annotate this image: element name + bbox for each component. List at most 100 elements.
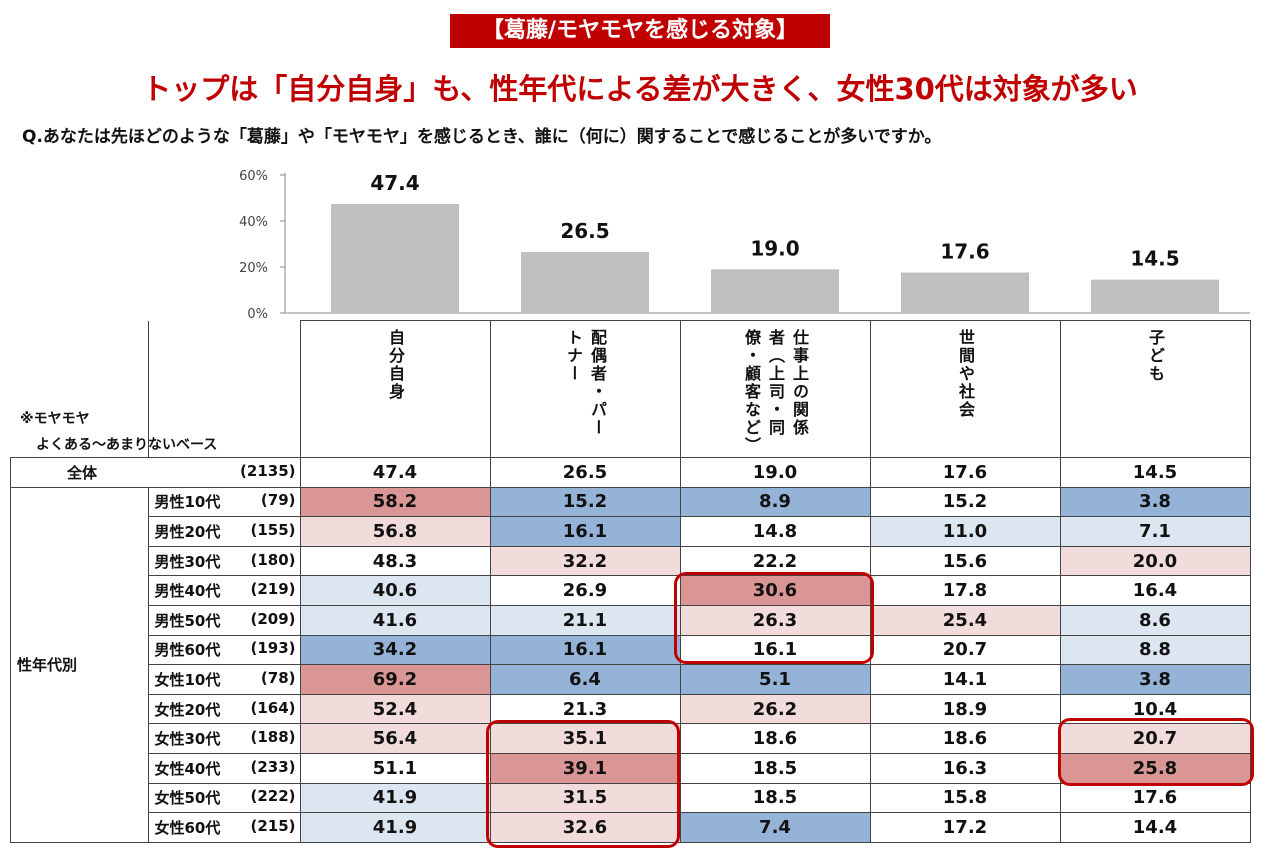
value-cell: 17.6 [869, 457, 1061, 488]
row-label: 女性60代 [154, 818, 221, 837]
value-cell: 56.8 [299, 516, 491, 547]
row-label: 女性40代 [154, 759, 221, 778]
highlight-box-partner-women [486, 720, 680, 848]
value-cell: 17.6 [1059, 782, 1251, 814]
total-row: 全体 (2135) 47.4 26.5 19.0 17.6 14.5 [10, 457, 1251, 488]
table-row: 女性50代 (222) 41.9 31.5 18.5 15.8 17.6 [11, 782, 1251, 814]
value-cell: 3.8 [1059, 486, 1251, 518]
value-cell: 58.2 [299, 486, 491, 518]
value-cell: 8.8 [1059, 634, 1251, 666]
value-cell: 14.5 [1059, 457, 1251, 488]
row-n: (215) [250, 816, 296, 835]
y-tick-label: 0% [247, 307, 268, 320]
row-label: 男性20代 [154, 522, 221, 541]
value-cell: 26.9 [489, 575, 681, 606]
table-row: 性年代別 男性10代 (79) 58.2 15.2 8.9 15.2 3.8 [10, 486, 1251, 843]
column-header: 自分自身 [299, 320, 491, 458]
section-badge: 【葛藤/モヤモヤを感じる対象】 [450, 14, 830, 48]
row-n: (164) [250, 698, 296, 717]
bar-value-label: 26.5 [560, 219, 609, 243]
value-cell: 11.0 [869, 516, 1061, 547]
column-header-label: 配偶者・パートナー [564, 329, 607, 437]
value-cell: 3.8 [1059, 664, 1251, 695]
value-cell: 14.1 [869, 664, 1061, 695]
y-tick-label: 60% [239, 169, 268, 184]
bar-chart: 0% 20% 40% 60% 47.4 26.5 19.0 17.6 14.5 [239, 169, 1250, 320]
row-label: 全体 [67, 463, 98, 482]
row-n: (155) [250, 520, 296, 539]
value-cell: 14.4 [1059, 812, 1251, 843]
row-n: (222) [250, 787, 296, 806]
value-cell: 16.1 [679, 634, 871, 666]
bar [711, 269, 839, 313]
bar-value-label: 47.4 [370, 171, 419, 195]
table-row: 女性30代 (188) 56.4 35.1 18.6 18.6 20.7 [11, 723, 1251, 754]
row-label: 男性10代 [154, 493, 221, 512]
value-cell: 21.1 [489, 604, 681, 636]
value-cell: 40.6 [299, 575, 491, 606]
value-cell: 41.9 [299, 782, 491, 814]
value-cell: 16.3 [869, 752, 1061, 784]
value-cell: 18.5 [679, 752, 871, 784]
row-label: 女性30代 [154, 730, 221, 749]
y-tick-label: 20% [239, 261, 268, 276]
row-n: (219) [250, 580, 296, 599]
value-cell: 16.1 [489, 634, 681, 666]
row-n: (209) [250, 609, 296, 628]
value-cell: 15.2 [869, 486, 1061, 518]
value-cell: 7.4 [679, 812, 871, 843]
column-header: 配偶者・パートナー [489, 320, 681, 458]
bar-value-label: 17.6 [940, 240, 989, 264]
row-n: (79) [260, 491, 296, 510]
table-row: 女性10代 (78) 69.2 6.4 5.1 14.1 3.8 [11, 664, 1251, 695]
value-cell: 48.3 [299, 545, 491, 577]
column-header: 仕事上の関係者（上司・同僚・顧客など） [679, 320, 871, 458]
value-cell: 34.2 [299, 634, 491, 666]
table-row: 男性40代 (219) 40.6 26.9 30.6 17.8 16.4 [11, 575, 1251, 606]
bar-value-label: 14.5 [1130, 247, 1179, 271]
value-cell: 35.1 [489, 723, 681, 754]
value-cell: 20.0 [1059, 545, 1251, 577]
value-cell: 26.3 [679, 604, 871, 636]
value-cell: 14.8 [679, 516, 871, 547]
row-label: 女性50代 [154, 789, 221, 808]
table-row: 女性60代 (215) 41.9 32.6 7.4 17.2 14.4 [11, 812, 1251, 843]
row-label: 女性10代 [154, 670, 221, 689]
value-cell: 31.5 [489, 782, 681, 814]
table-row: 男性50代 (209) 41.6 21.1 26.3 25.4 8.6 [11, 604, 1251, 636]
highlight-box-work-men [674, 572, 874, 664]
value-cell: 15.2 [489, 486, 681, 518]
y-tick-label: 40% [239, 215, 268, 230]
value-cell: 69.2 [299, 664, 491, 695]
row-n: (180) [250, 550, 296, 569]
value-cell: 19.0 [679, 457, 871, 488]
value-cell: 25.4 [869, 604, 1061, 636]
value-cell: 7.1 [1059, 516, 1251, 547]
column-header-label: 仕事上の関係者（上司・同僚・顧客など） [742, 329, 809, 455]
row-n: (193) [250, 639, 296, 658]
value-cell: 18.6 [679, 723, 871, 754]
row-label: 男性30代 [154, 552, 221, 571]
table-row: 男性20代 (155) 56.8 16.1 14.8 11.0 7.1 [11, 516, 1251, 547]
column-header: 世間や社会 [869, 320, 1061, 458]
value-cell: 32.2 [489, 545, 681, 577]
value-cell: 56.4 [299, 723, 491, 754]
value-cell: 52.4 [299, 693, 491, 725]
table-row: 男性60代 (193) 34.2 16.1 16.1 20.7 8.8 [11, 634, 1251, 666]
bar [1091, 279, 1219, 313]
table-row: 女性20代 (164) 52.4 21.3 26.2 18.9 10.4 [11, 693, 1251, 725]
value-cell: 18.6 [869, 723, 1061, 754]
column-header-label: 世間や社会 [956, 329, 975, 419]
row-n: (188) [250, 728, 296, 747]
value-cell: 51.1 [299, 752, 491, 784]
table-row: 男性30代 (180) 48.3 32.2 22.2 15.6 20.0 [11, 545, 1251, 577]
value-cell: 17.8 [869, 575, 1061, 606]
value-cell: 18.9 [869, 693, 1061, 725]
bar [331, 203, 459, 313]
row-n: (233) [250, 757, 296, 776]
value-cell: 41.6 [299, 604, 491, 636]
headline: トップは「自分自身」も、性年代による差が大きく、女性30代は対象が多い [142, 72, 1138, 106]
value-cell: 16.4 [1059, 575, 1251, 606]
highlight-box-children-women [1058, 718, 1254, 786]
value-cell: 15.8 [869, 782, 1061, 814]
